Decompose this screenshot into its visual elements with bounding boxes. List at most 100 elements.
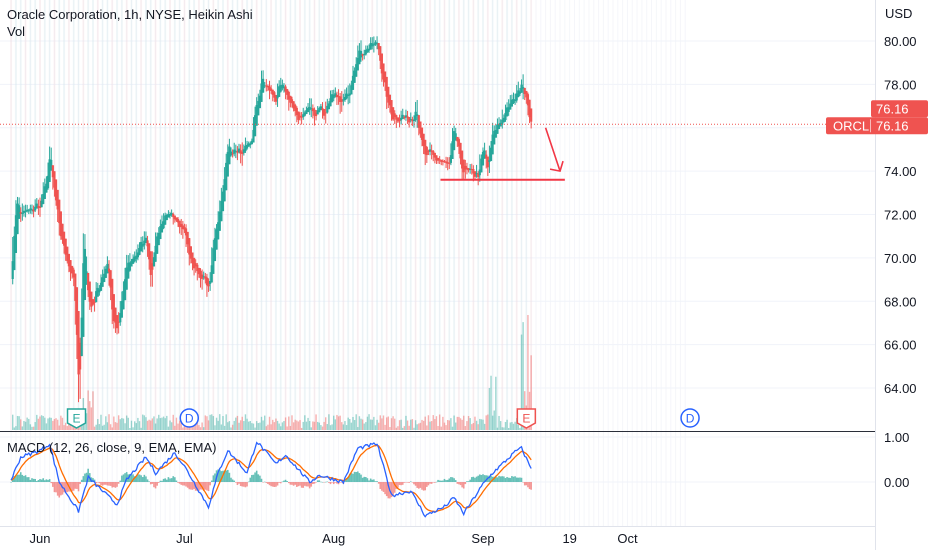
macd-hist-bar [93, 479, 96, 482]
candle-body [35, 203, 38, 209]
candle-body [194, 263, 197, 267]
volume-bar [60, 415, 62, 430]
volume-bar [135, 423, 138, 430]
session-stripe [289, 0, 292, 430]
volume-bar [159, 418, 162, 430]
candle-body [221, 191, 225, 212]
volume-bar [520, 334, 523, 430]
macd-hist-bar [427, 482, 430, 486]
candle-body [167, 214, 170, 218]
candle-body [181, 225, 184, 230]
volume-bar [310, 427, 312, 430]
candle-body [29, 208, 32, 211]
volume-bar [326, 424, 329, 430]
macd-hist-bar [140, 475, 142, 482]
volume-bar [116, 422, 118, 430]
volume-bar [137, 417, 139, 430]
candle-body [128, 262, 131, 271]
macd-hist-bar [453, 478, 455, 482]
candle-body [444, 161, 448, 163]
macd-hist-bar [328, 482, 330, 483]
macd-hist-bar [361, 477, 364, 482]
symbol-legend[interactable]: Oracle Corporation, 1h, NYSE, Heikin Ash… [7, 7, 253, 22]
macd-hist-bar [218, 469, 221, 482]
volume-bar [228, 421, 231, 430]
volume-bar [507, 427, 510, 430]
macd-hist-bar [154, 482, 157, 489]
macd-hist-bar [180, 482, 183, 485]
candle-body [140, 241, 143, 252]
macd-hist-bar [340, 482, 343, 483]
volume-bar [463, 415, 465, 430]
candle-body [398, 119, 401, 122]
macd-hist-bar [291, 482, 293, 485]
volume-bar [122, 418, 125, 430]
volume-bar [103, 424, 105, 430]
macd-hist-bar [270, 482, 272, 487]
macd-hist-bar [448, 478, 451, 482]
volume-bar [56, 419, 59, 430]
session-stripe [337, 0, 340, 430]
volume-bar [204, 415, 207, 430]
chart-title[interactable]: Oracle Corporation, 1h, NYSE, Heikin Ash… [7, 7, 253, 22]
volume-bar [292, 422, 295, 430]
macd-hist-bar [426, 482, 428, 487]
candle-body [446, 162, 449, 164]
candle-body [369, 43, 372, 50]
candle-body [104, 268, 107, 278]
candle-body [146, 240, 149, 247]
macd-hist-bar [357, 471, 359, 482]
candle-body [165, 214, 168, 221]
session-stripe [250, 0, 253, 430]
macd-hist-bar [122, 474, 125, 482]
volume-label[interactable]: Vol [7, 24, 26, 39]
macd-hist-bar [169, 478, 171, 482]
volume-legend[interactable]: Vol [7, 24, 25, 39]
volume-bar [249, 421, 251, 430]
macd-hist-bar [255, 470, 258, 482]
macd-hist-bar [355, 472, 357, 482]
candle-body [326, 105, 329, 113]
candle-body [347, 94, 350, 97]
candle-body [406, 116, 409, 118]
macd-hist-bar [133, 476, 136, 482]
candle-body [58, 199, 61, 224]
candle-body [483, 150, 486, 159]
macd-hist-bar [458, 482, 460, 485]
volume-bar [527, 315, 529, 430]
candle-body [456, 136, 459, 142]
candle-body [19, 212, 22, 214]
candle-body [436, 157, 440, 161]
volume-bar [58, 425, 60, 430]
candle-body [273, 92, 276, 98]
candle-body [279, 85, 282, 92]
macd-hist-bar [135, 476, 138, 482]
session-stripe [332, 0, 335, 430]
volume-bar [451, 426, 454, 430]
macd-label[interactable]: MACD (12, 26, close, 9, EMA, EMA) [7, 440, 217, 455]
candle-body [300, 116, 303, 118]
candle-body [375, 42, 379, 44]
macd-hist-bar [297, 482, 300, 487]
session-stripe [197, 0, 200, 430]
price-tick-label: 66.00 [884, 338, 917, 353]
candle-body [416, 114, 419, 116]
candle-body [93, 301, 96, 303]
candle-body [201, 274, 204, 279]
candle-body [173, 215, 176, 220]
macd-hist-bar [50, 482, 53, 484]
volume-bar [172, 414, 174, 430]
macd-legend[interactable]: MACD (12, 26, close, 9, EMA, EMA) [7, 440, 217, 455]
volume-bar [334, 419, 337, 430]
candle-body [88, 281, 91, 302]
macd-hist-bar [241, 482, 244, 487]
volume-bar [422, 420, 425, 430]
candle-body [461, 150, 464, 169]
arrow-head [549, 160, 564, 173]
candle-body [425, 147, 428, 156]
session-stripe [347, 0, 350, 430]
volume-bar [142, 414, 144, 430]
volume-bar [251, 423, 253, 430]
event-marker-dividend: D [179, 408, 200, 428]
